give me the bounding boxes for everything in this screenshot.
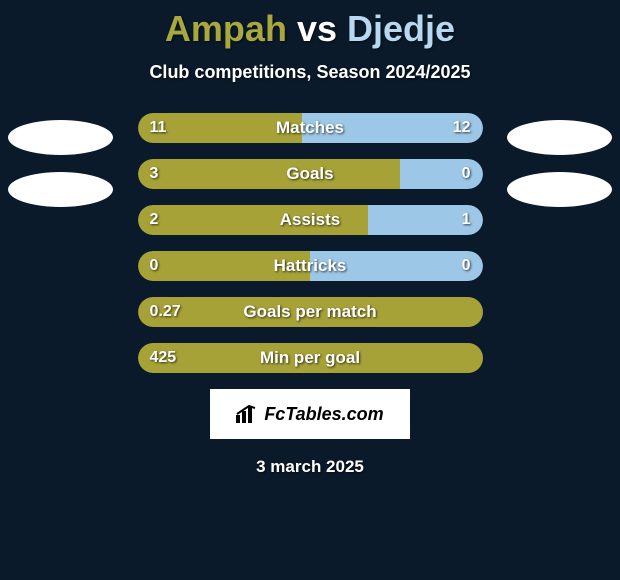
- stat-value-left: 3: [150, 159, 159, 189]
- stat-value-left: 11: [150, 113, 167, 143]
- stat-value-right: 12: [453, 113, 471, 143]
- player1-avatar-bottom: [8, 172, 113, 207]
- stat-row: Goals3 0: [138, 159, 483, 189]
- player2-name: Djedje: [347, 8, 455, 49]
- title: Ampah vs Djedje: [0, 0, 620, 50]
- stats-container: Matches1112Goals30Assists21Hattricks00Go…: [138, 113, 483, 373]
- stat-value-left: 425: [150, 343, 177, 373]
- stat-row: Min per goal425: [138, 343, 483, 373]
- player1-avatar-top: [8, 120, 113, 155]
- stat-label: Min per goal: [138, 343, 483, 373]
- stat-label: Assists: [138, 205, 483, 235]
- stat-value-right: 0: [462, 251, 471, 281]
- subtitle: Club competitions, Season 2024/2025: [0, 62, 620, 83]
- stat-value-left: 0: [150, 251, 159, 281]
- stat-label: Matches: [138, 113, 483, 143]
- stat-row: Hattricks0 0: [138, 251, 483, 281]
- stat-label: Goals: [138, 159, 483, 189]
- stat-value-left: 0.27: [150, 297, 181, 327]
- date: 3 march 2025: [0, 457, 620, 477]
- logo-text: FcTables.com: [264, 404, 383, 425]
- stat-value-right: 1: [462, 205, 471, 235]
- vs-text: vs: [297, 8, 337, 49]
- stat-row: Goals per match0.27: [138, 297, 483, 327]
- player2-avatar-top: [507, 120, 612, 155]
- logo-box: FcTables.com: [210, 389, 410, 439]
- player1-name: Ampah: [165, 8, 287, 49]
- stat-row: Assists2 1: [138, 205, 483, 235]
- stat-label: Goals per match: [138, 297, 483, 327]
- stat-row: Matches11 12: [138, 113, 483, 143]
- player2-avatar-bottom: [507, 172, 612, 207]
- stat-value-left: 2: [150, 205, 159, 235]
- stat-label: Hattricks: [138, 251, 483, 281]
- logo: FcTables.com: [236, 404, 383, 425]
- chart-icon: [236, 405, 258, 423]
- stat-value-right: 0: [462, 159, 471, 189]
